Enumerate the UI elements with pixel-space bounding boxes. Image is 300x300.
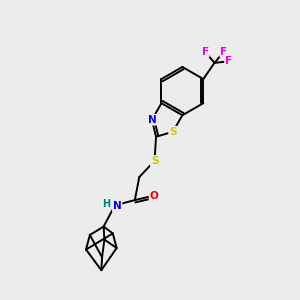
Text: S: S [169,127,177,137]
Text: F: F [220,47,227,57]
Text: N: N [148,115,156,125]
Text: F: F [225,56,232,66]
Text: F: F [202,47,208,57]
Text: H: H [103,199,111,209]
Text: N: N [113,201,122,211]
Text: O: O [150,190,158,201]
Text: S: S [151,156,158,166]
